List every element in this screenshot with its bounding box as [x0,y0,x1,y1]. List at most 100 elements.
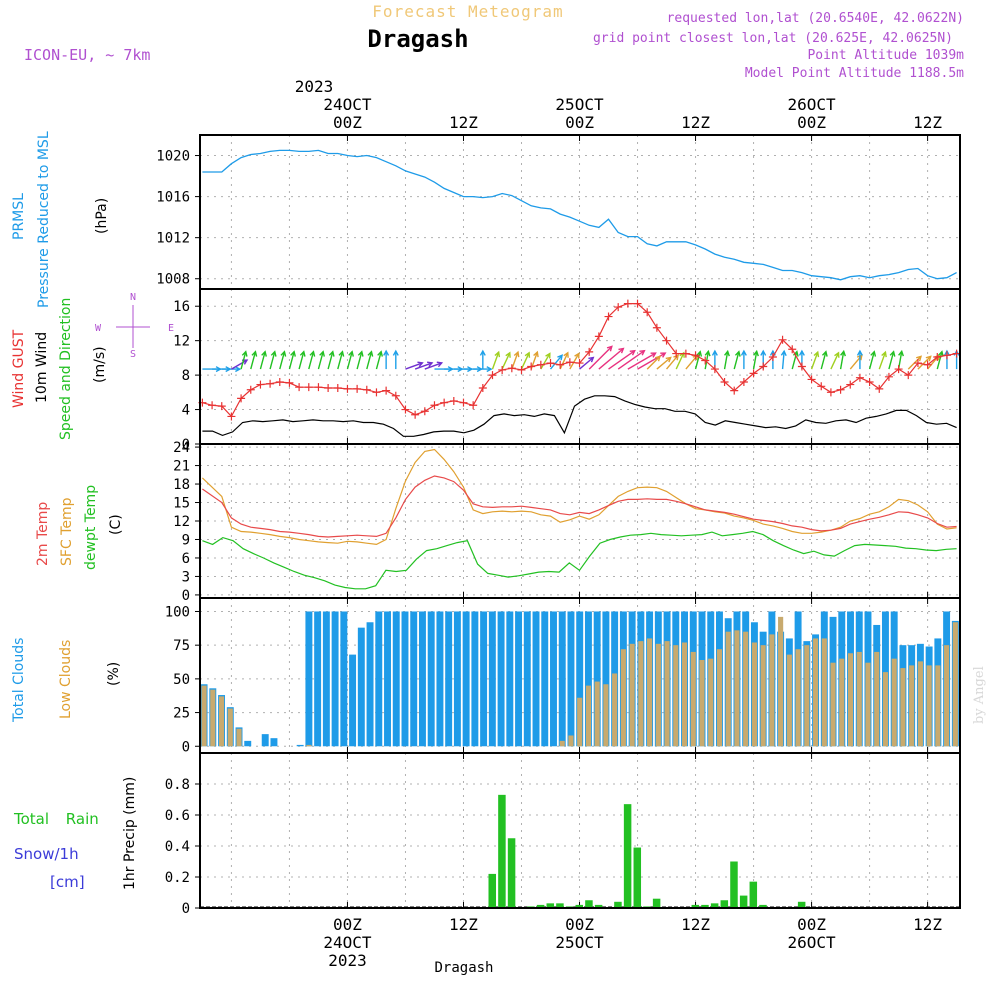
wind-arrow [540,353,551,370]
bottom-time-label: 25OCT [555,933,604,952]
wind-arrow [781,351,785,370]
gust-marker [449,396,458,405]
gust-marker [517,365,526,374]
gust-marker [681,349,690,358]
wind-arrow [820,351,827,370]
gust-marker [778,335,787,344]
gust-marker [565,358,574,367]
rain-bar [546,903,555,908]
panel-frame [199,752,961,909]
gust-marker [633,299,642,308]
gust-marker [372,388,381,397]
total-cloud-bar [515,611,523,747]
wind-arrow-head [650,352,657,358]
wind-arrow-head [943,349,950,356]
wind-arrow-head [881,350,887,358]
wind-arrow [366,351,373,370]
wind-arrow-head [545,352,551,359]
rain-bar [536,904,545,908]
dew-label: dewpt Temp [83,485,99,570]
wind-arrow-head [427,361,434,368]
total-cloud-bar [593,611,601,747]
y-tick-label: 6 [182,551,190,567]
y-tick-label: 50 [173,672,190,688]
wind-arrow [549,354,563,370]
temp-unit: (C) [108,514,124,535]
total-cloud-bar [462,611,470,747]
wind-arrow [627,352,656,370]
gust-marker [556,360,565,369]
total-cloud-bar [523,611,531,747]
total-cloud-bar [401,611,409,747]
low-cloud-bar [917,661,923,747]
wind-arrow-head [606,345,613,352]
y-tick-label: 3 [182,569,190,585]
wind-arrow [405,362,423,370]
total-cloud-bar [550,611,557,747]
bottom-time-label: 00Z [565,915,594,934]
y-tick-label: 0.8 [165,777,190,793]
total-cloud-bar [453,611,461,747]
low-cloud-bar [201,685,207,747]
precip-axis-label: 1hr Precip (mm) [122,777,138,890]
wind-arrow [520,352,530,370]
gust-marker [507,364,516,373]
rain-bar [730,861,738,908]
gust-marker [739,378,748,386]
low-cloud-bar [673,645,679,747]
gust-marker [430,401,439,410]
wind-arrow-head [639,349,646,356]
wind-arrow [279,351,286,370]
low-cloud-bar [638,641,644,747]
total-cloud-bar [296,744,304,747]
low-cloud-bar [891,658,897,747]
low-cloud-bar [847,653,854,747]
wind-arrow [414,362,433,370]
wind-arrow-head [338,350,345,357]
wind-arrow [839,351,845,370]
pressure-unit: (hPa) [94,198,110,234]
wind-arrow-head [629,349,636,356]
rain-bar [585,900,593,908]
gust-marker [585,347,594,356]
low-cloud-bar [725,631,731,747]
gust-marker [420,407,429,416]
top-time-label: 00Z [797,113,826,132]
low-cloud-bar [629,643,635,747]
gust-marker [913,359,922,368]
supertitle: Forecast Meteogram [372,2,563,21]
top-time-label: 25OCT [555,95,604,114]
wind-arrow [868,351,875,370]
gust-marker [246,385,255,394]
rain-bar [710,903,719,908]
gust-marker [933,353,942,362]
wind-arrow-head [937,350,944,357]
wind-unit: (m/s) [92,346,108,383]
low-cloud-bar [568,735,574,747]
wind-arrow [656,356,672,370]
rain-bar [739,895,748,908]
wind-arrow-head [916,355,923,362]
gust-marker [652,323,661,332]
wind-arrow-head [290,350,296,357]
wind-arrow [598,347,624,370]
wind-arrow [259,351,266,370]
low-cloud-bar [585,685,592,747]
wind-arrow-head [505,351,511,358]
wind-arrow [791,351,798,370]
gust-marker [575,359,584,368]
low-cloud-bar [734,630,740,747]
wind-arrow-head [856,349,863,356]
wind-arrow-head [328,350,335,357]
gust-marker [855,373,864,382]
gust-marker [343,384,352,393]
total-cloud-bar [541,611,549,747]
wind-arrow [375,351,382,370]
gridpoint-coords: grid point closest lon,lat (20.625E, 42.… [593,31,953,46]
gust-marker [208,401,217,410]
compass-e: E [168,323,174,334]
top-time-label: 12Z [449,113,478,132]
wind-arrow-head [753,349,759,357]
wind-arrow [733,351,740,370]
total-cloud-bar [349,654,357,747]
